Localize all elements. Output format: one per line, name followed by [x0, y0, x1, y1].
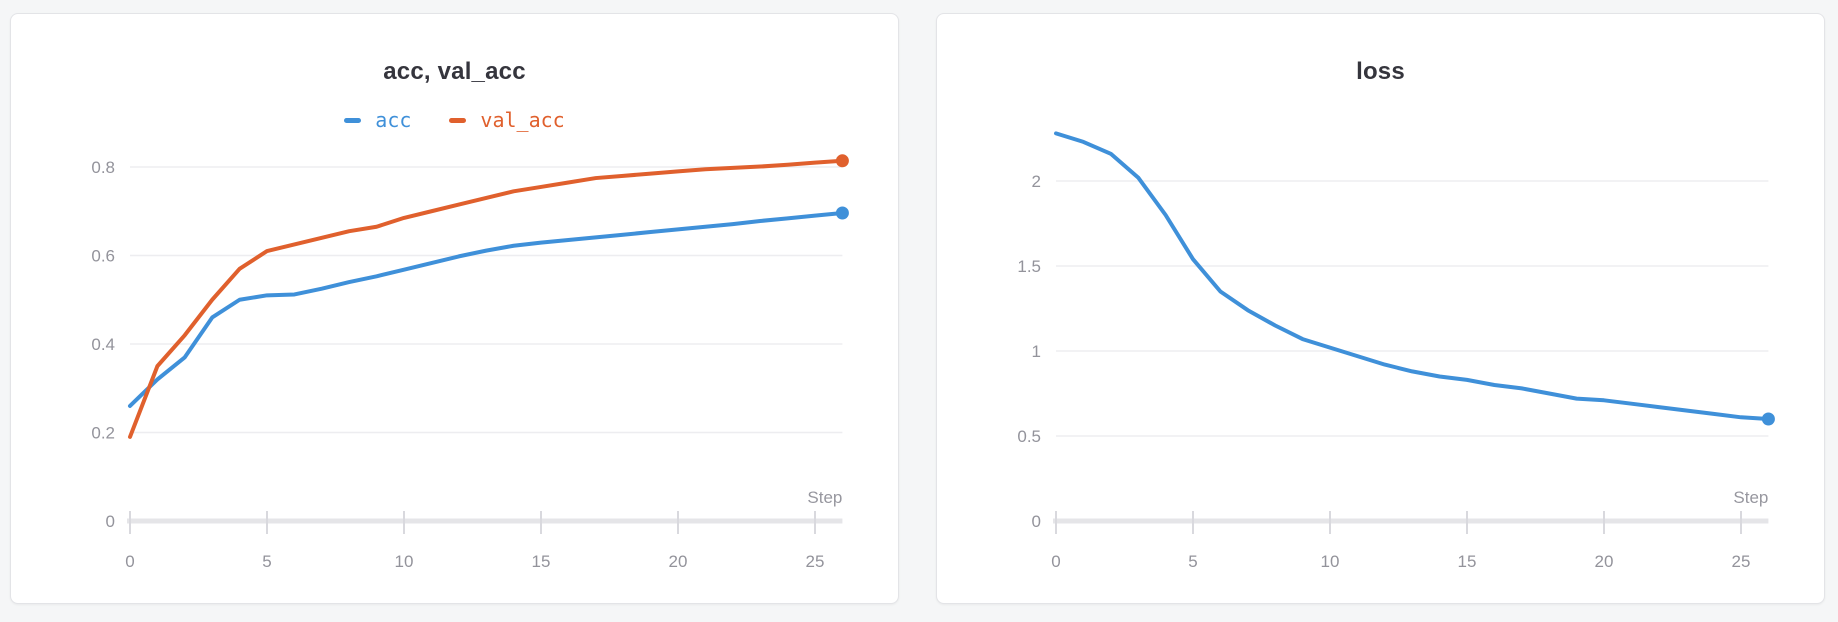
svg-text:15: 15 — [1458, 552, 1477, 571]
svg-text:0.2: 0.2 — [91, 424, 115, 443]
series-acc — [128, 211, 845, 408]
series-loss — [1054, 131, 1771, 421]
x-tick-labels: 0 5 10 15 20 25 — [1051, 552, 1750, 571]
svg-text:5: 5 — [1188, 552, 1197, 571]
x-tick-marks — [1055, 511, 1742, 534]
svg-text:1.5: 1.5 — [1017, 257, 1041, 276]
legend-swatch-icon — [344, 117, 362, 123]
chart-title: acc, val_acc — [383, 58, 526, 85]
svg-text:0: 0 — [125, 552, 134, 571]
svg-text:1: 1 — [1032, 342, 1041, 361]
svg-text:0.5: 0.5 — [1017, 427, 1041, 446]
svg-text:0: 0 — [1032, 512, 1041, 531]
end-marker-acc — [835, 206, 849, 220]
legend-label: val_acc — [480, 108, 565, 132]
svg-text:0.4: 0.4 — [91, 335, 115, 354]
svg-text:20: 20 — [669, 552, 688, 571]
legend-swatch-icon — [449, 117, 467, 123]
chart-legend: acc val_acc — [11, 108, 898, 132]
x-axis-title: Step — [1733, 488, 1768, 507]
svg-text:2: 2 — [1032, 172, 1041, 191]
end-marker-val_acc — [835, 154, 849, 168]
x-tick-marks — [129, 511, 816, 534]
chart-title: loss — [1356, 58, 1405, 85]
legend-label: acc — [375, 108, 412, 132]
y-tick-labels: 0 0.5 1 1.5 2 — [1017, 172, 1041, 531]
y-tick-labels: 0 0.2 0.4 0.6 0.8 — [91, 158, 115, 531]
end-marker-loss — [1761, 412, 1775, 426]
svg-text:0: 0 — [1051, 552, 1060, 571]
chart-canvas-acc[interactable]: 0 0.2 0.4 0.6 0.8 0 5 10 15 20 25 Step — [11, 14, 899, 604]
svg-text:10: 10 — [1321, 552, 1340, 571]
svg-text:20: 20 — [1595, 552, 1614, 571]
legend-item-val-acc: val_acc — [449, 108, 565, 132]
svg-text:0: 0 — [106, 512, 115, 531]
y-gridlines — [1056, 180, 1769, 437]
panel-acc-val-acc[interactable]: acc, val_acc acc val_acc 0 0.2 0.4 0.6 0.8 0 5… — [10, 13, 899, 604]
svg-text:25: 25 — [1732, 552, 1751, 571]
legend-item-acc: acc — [344, 108, 411, 132]
series-val_acc — [128, 158, 845, 439]
svg-text:5: 5 — [262, 552, 271, 571]
x-axis-title: Step — [807, 488, 842, 507]
x-tick-labels: 0 5 10 15 20 25 — [125, 552, 824, 571]
svg-text:25: 25 — [806, 552, 825, 571]
svg-text:0.6: 0.6 — [91, 247, 115, 266]
svg-text:10: 10 — [395, 552, 414, 571]
svg-text:15: 15 — [532, 552, 551, 571]
panel-loss[interactable]: loss 0 0.5 1 1.5 2 0 5 10 15 20 25 Step — [936, 13, 1825, 604]
svg-text:0.8: 0.8 — [91, 158, 115, 177]
